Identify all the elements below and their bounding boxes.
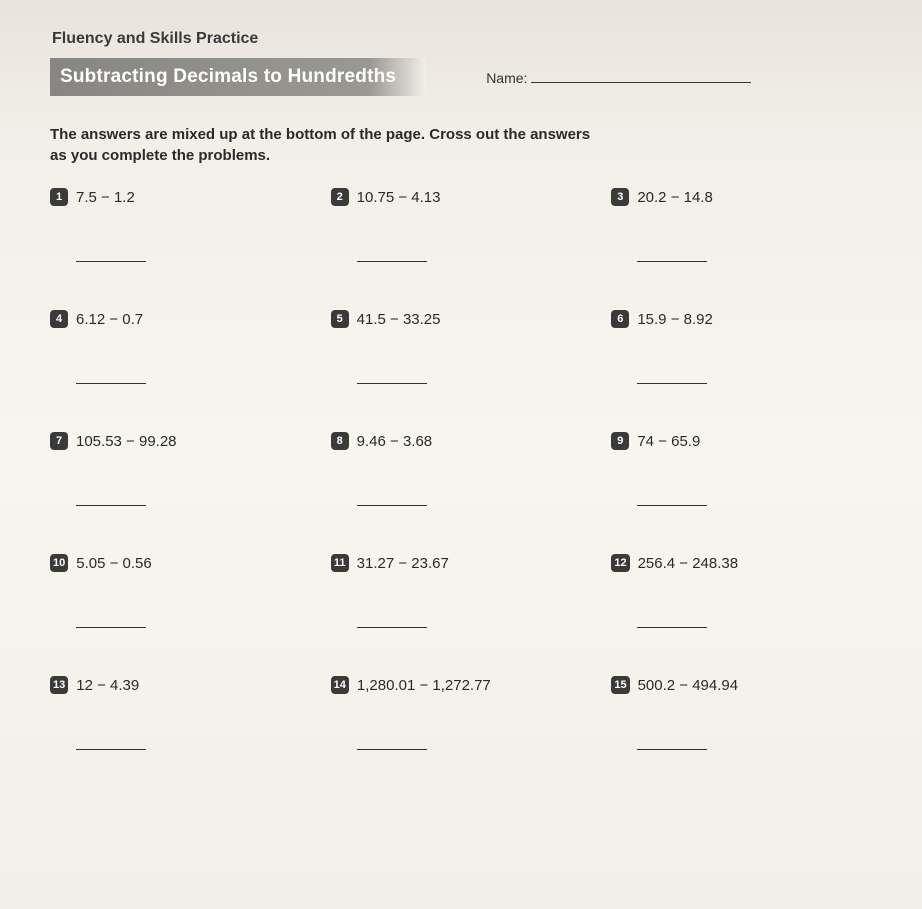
answer-line[interactable] bbox=[637, 505, 707, 506]
problem-expression: 12 − 4.39 bbox=[76, 677, 139, 694]
title-row: Subtracting Decimals to Hundredths Name: bbox=[50, 58, 872, 96]
answer-line[interactable] bbox=[357, 749, 427, 750]
problem-3: 3 20.2 − 14.8 bbox=[611, 188, 872, 292]
problem-expression: 10.75 − 4.13 bbox=[357, 189, 441, 206]
problem-15: 15 500.2 − 494.94 bbox=[611, 676, 872, 780]
answer-line[interactable] bbox=[76, 749, 146, 750]
name-label: Name: bbox=[486, 70, 527, 86]
problem-11: 11 31.27 − 23.67 bbox=[331, 554, 592, 658]
problem-expression: 15.9 − 8.92 bbox=[637, 311, 712, 328]
problem-expression: 74 − 65.9 bbox=[637, 433, 700, 450]
problem-7: 7 105.53 − 99.28 bbox=[50, 432, 311, 536]
problem-number: 5 bbox=[331, 310, 349, 328]
problem-number: 3 bbox=[611, 188, 629, 206]
problem-number: 1 bbox=[50, 188, 68, 206]
problem-9: 9 74 − 65.9 bbox=[611, 432, 872, 536]
problem-expression: 256.4 − 248.38 bbox=[638, 555, 739, 572]
problem-number: 8 bbox=[331, 432, 349, 450]
problem-expression: 41.5 − 33.25 bbox=[357, 311, 441, 328]
answer-line[interactable] bbox=[76, 261, 146, 262]
problem-13: 13 12 − 4.39 bbox=[50, 676, 311, 780]
problem-number: 6 bbox=[611, 310, 629, 328]
problem-2: 2 10.75 − 4.13 bbox=[331, 188, 592, 292]
problem-number: 10 bbox=[50, 554, 68, 572]
answer-line[interactable] bbox=[76, 505, 146, 506]
instructions: The answers are mixed up at the bottom o… bbox=[50, 124, 872, 166]
problem-expression: 9.46 − 3.68 bbox=[357, 433, 432, 450]
problem-10: 10 5.05 − 0.56 bbox=[50, 554, 311, 658]
problem-expression: 6.12 − 0.7 bbox=[76, 311, 143, 328]
worksheet-header: Fluency and Skills Practice bbox=[52, 30, 872, 48]
problem-expression: 31.27 − 23.67 bbox=[357, 555, 449, 572]
instructions-line-1: The answers are mixed up at the bottom o… bbox=[50, 124, 872, 145]
worksheet-title: Subtracting Decimals to Hundredths bbox=[50, 58, 426, 96]
name-input-line[interactable] bbox=[531, 69, 751, 83]
answer-line[interactable] bbox=[357, 261, 427, 262]
answer-line[interactable] bbox=[357, 505, 427, 506]
name-field: Name: bbox=[486, 69, 751, 86]
answer-line[interactable] bbox=[637, 749, 707, 750]
answer-line[interactable] bbox=[637, 383, 707, 384]
problem-1: 1 7.5 − 1.2 bbox=[50, 188, 311, 292]
problems-grid: 1 7.5 − 1.2 2 10.75 − 4.13 3 20.2 − 14.8… bbox=[50, 188, 872, 798]
problem-expression: 105.53 − 99.28 bbox=[76, 433, 177, 450]
problem-12: 12 256.4 − 248.38 bbox=[611, 554, 872, 658]
answer-line[interactable] bbox=[637, 627, 707, 628]
problem-number: 11 bbox=[331, 554, 349, 572]
problem-expression: 7.5 − 1.2 bbox=[76, 189, 135, 206]
problem-expression: 500.2 − 494.94 bbox=[638, 677, 739, 694]
problem-number: 9 bbox=[611, 432, 629, 450]
problem-expression: 1,280.01 − 1,272.77 bbox=[357, 677, 491, 694]
problem-4: 4 6.12 − 0.7 bbox=[50, 310, 311, 414]
problem-expression: 20.2 − 14.8 bbox=[637, 189, 712, 206]
problem-number: 4 bbox=[50, 310, 68, 328]
answer-line[interactable] bbox=[357, 383, 427, 384]
answer-line[interactable] bbox=[76, 383, 146, 384]
problem-expression: 5.05 − 0.56 bbox=[76, 555, 151, 572]
problem-8: 8 9.46 − 3.68 bbox=[331, 432, 592, 536]
problem-number: 13 bbox=[50, 676, 68, 694]
problem-number: 15 bbox=[611, 676, 629, 694]
problem-14: 14 1,280.01 − 1,272.77 bbox=[331, 676, 592, 780]
problem-number: 14 bbox=[331, 676, 349, 694]
problem-6: 6 15.9 − 8.92 bbox=[611, 310, 872, 414]
problem-5: 5 41.5 − 33.25 bbox=[331, 310, 592, 414]
instructions-line-2: as you complete the problems. bbox=[50, 145, 872, 166]
problem-number: 2 bbox=[331, 188, 349, 206]
answer-line[interactable] bbox=[357, 627, 427, 628]
problem-number: 12 bbox=[611, 554, 629, 572]
problem-number: 7 bbox=[50, 432, 68, 450]
answer-line[interactable] bbox=[76, 627, 146, 628]
answer-line[interactable] bbox=[637, 261, 707, 262]
